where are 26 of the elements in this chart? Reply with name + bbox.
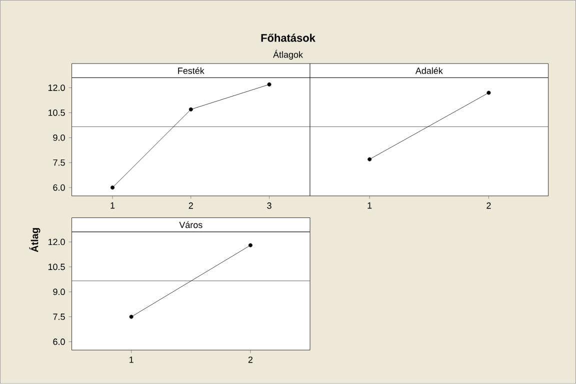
x-tick-label: 2	[248, 356, 253, 363]
point	[267, 82, 272, 87]
chart-title: Adalék	[415, 67, 443, 74]
x-tick-label: 3	[267, 202, 272, 209]
text: Átlag	[29, 228, 40, 252]
x-tick-label: 1	[130, 356, 134, 363]
y-tick-label: 10.5	[48, 110, 65, 116]
y-tick-label: 12.0	[48, 238, 65, 246]
y-tick-label: 9.0	[53, 134, 65, 141]
x-tick-label: 1	[368, 202, 372, 209]
text: Átlagok	[273, 50, 303, 60]
y-tick-label: 9.0	[53, 288, 65, 296]
y-tick-label: 7.5	[53, 314, 65, 320]
x-tick-label: 2	[188, 202, 193, 209]
text: Főhatások	[261, 34, 316, 42]
y-tick-label: 10.5	[48, 264, 65, 270]
x-tick-label: 1	[110, 202, 115, 209]
y-tick-label: 6.0	[53, 338, 65, 346]
point	[188, 107, 193, 112]
y-tick-label: 12.0	[48, 84, 65, 92]
y-tick-label: 6.0	[53, 184, 65, 191]
chart-title: Város	[179, 221, 202, 228]
point	[110, 186, 115, 190]
x-tick-label: 2	[486, 202, 491, 209]
chart-title: Festék	[178, 67, 204, 74]
y-tick-label: 7.5	[53, 160, 65, 166]
